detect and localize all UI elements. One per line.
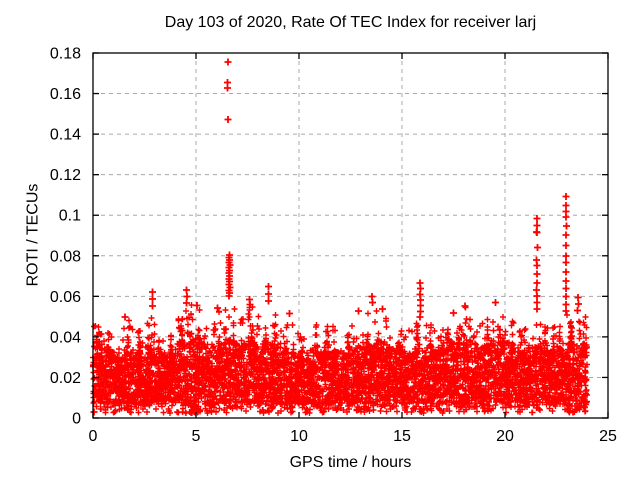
data-points-roti <box>90 58 590 416</box>
axis-tick-labels: 0 5 10 15 20 25 0 0.02 0.04 0.06 0.08 0.1 0.12 0.14 0.… <box>50 46 617 446</box>
svg-text:0.04: 0.04 <box>50 329 81 346</box>
chart-title: Day 103 of 2020, Rate Of TEC Index for r… <box>164 14 537 31</box>
svg-text:0: 0 <box>89 428 98 445</box>
svg-text:20: 20 <box>496 428 514 445</box>
svg-text:0.14: 0.14 <box>50 127 81 144</box>
svg-text:0.1: 0.1 <box>59 208 81 225</box>
plot-border <box>92 52 609 419</box>
svg-text:15: 15 <box>393 428 411 445</box>
svg-text:0.16: 0.16 <box>50 86 81 103</box>
svg-text:0.02: 0.02 <box>50 370 81 387</box>
svg-text:0.08: 0.08 <box>50 248 81 265</box>
svg-text:10: 10 <box>290 428 308 445</box>
svg-text:25: 25 <box>599 428 617 445</box>
svg-text:5: 5 <box>192 428 201 445</box>
svg-text:0.12: 0.12 <box>50 167 81 184</box>
svg-text:0.06: 0.06 <box>50 289 81 306</box>
x-axis-label: GPS time / hours <box>289 454 412 471</box>
svg-text:0.18: 0.18 <box>50 46 81 63</box>
svg-text:0: 0 <box>72 411 81 428</box>
